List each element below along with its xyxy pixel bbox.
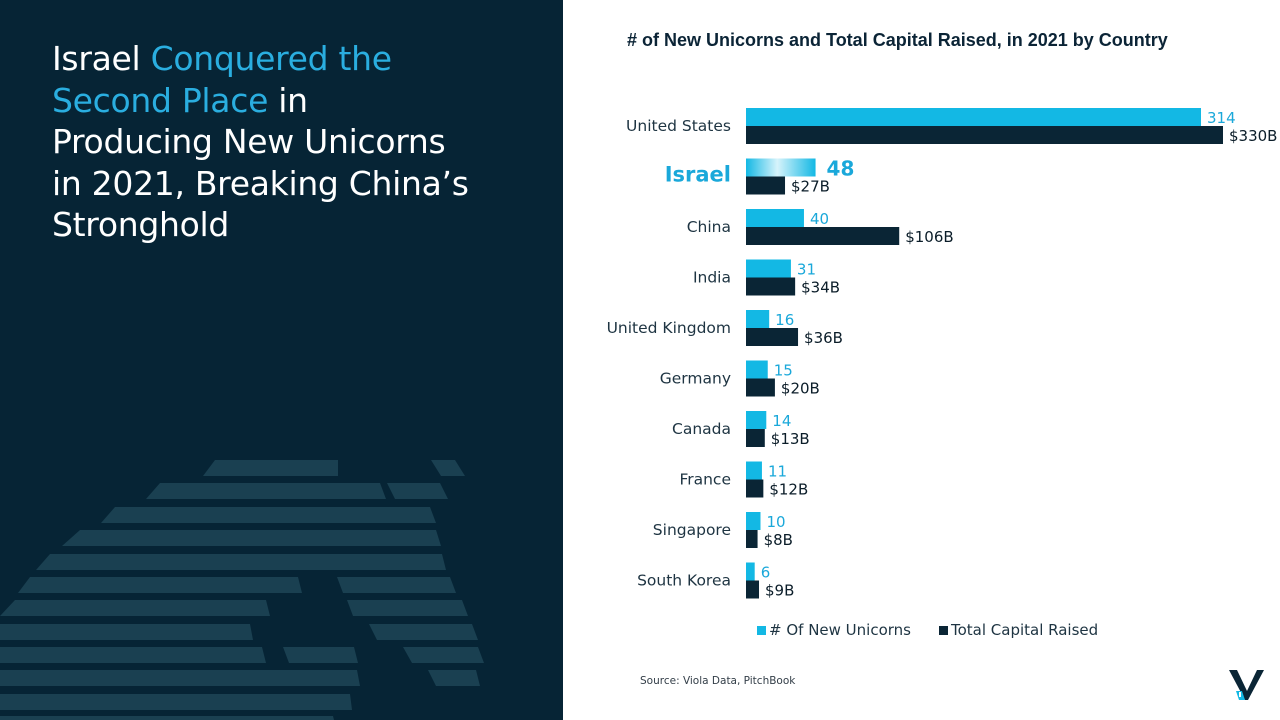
data-label-unicorns-united-states: 314 bbox=[1207, 109, 1236, 127]
category-label-india: India bbox=[693, 269, 731, 287]
data-label-capital-united-kingdom: $36B bbox=[804, 329, 843, 347]
category-label-israel: Israel bbox=[665, 163, 731, 187]
data-label-unicorns-germany: 15 bbox=[774, 362, 793, 380]
chart-legend: # Of New Unicorns Total Capital Raised bbox=[757, 621, 1098, 639]
bar-capital-china bbox=[746, 227, 900, 245]
bar-capital-canada bbox=[746, 429, 765, 447]
data-label-capital-singapore: $8B bbox=[764, 531, 793, 549]
bar-capital-france bbox=[746, 479, 764, 498]
data-label-unicorns-india: 31 bbox=[797, 261, 816, 279]
category-label-canada: Canada bbox=[672, 420, 731, 438]
data-label-unicorns-south-korea: 6 bbox=[761, 564, 771, 582]
category-label-singapore: Singapore bbox=[653, 521, 731, 539]
data-label-capital-china: $106B bbox=[905, 228, 953, 246]
title-accent: Conquered the Second Place bbox=[52, 39, 392, 120]
legend-label-capital: Total Capital Raised bbox=[950, 621, 1099, 639]
data-label-unicorns-france: 11 bbox=[768, 463, 787, 481]
legend-item-capital: Total Capital Raised bbox=[938, 621, 1099, 639]
bar-capital-india bbox=[746, 277, 796, 296]
bar-unicorns-canada bbox=[746, 411, 767, 429]
left-panel: Israel Conquered the Second Place in Pro… bbox=[0, 0, 563, 720]
bar-unicorns-united-kingdom bbox=[746, 310, 770, 328]
bar-capital-singapore bbox=[746, 530, 758, 548]
bar-capital-united-kingdom bbox=[746, 328, 799, 346]
category-label-germany: Germany bbox=[660, 370, 731, 388]
data-label-capital-israel: $27B bbox=[791, 178, 830, 196]
data-label-unicorns-israel: 48 bbox=[827, 157, 855, 181]
category-label-france: France bbox=[679, 471, 731, 489]
bar-capital-germany bbox=[746, 378, 775, 397]
data-label-unicorns-china: 40 bbox=[810, 210, 829, 228]
data-label-capital-france: $12B bbox=[769, 481, 808, 499]
bar-unicorns-france bbox=[746, 461, 762, 480]
data-label-unicorns-canada: 14 bbox=[772, 412, 791, 430]
bar-unicorns-united-states bbox=[746, 108, 1201, 126]
data-label-capital-united-states: $330B bbox=[1229, 127, 1277, 145]
data-label-unicorns-singapore: 10 bbox=[766, 513, 785, 531]
source-note: Source: Viola Data, PitchBook bbox=[640, 675, 796, 687]
legend-swatch-capital bbox=[938, 625, 948, 635]
category-label-united-kingdom: United Kingdom bbox=[607, 319, 731, 337]
bar-capital-south-korea bbox=[746, 580, 760, 599]
data-label-capital-india: $34B bbox=[801, 279, 840, 297]
bar-unicorns-india bbox=[746, 259, 791, 278]
title-part-1: Israel bbox=[52, 39, 151, 78]
chart-title: # of New Unicorns and Total Capital Rais… bbox=[627, 30, 1168, 50]
decorative-stripes bbox=[0, 460, 484, 720]
category-label-united-states: United States bbox=[626, 117, 731, 135]
legend-swatch-unicorns bbox=[757, 625, 766, 635]
bar-unicorns-israel bbox=[746, 158, 816, 177]
bar-capital-united-states bbox=[746, 126, 1223, 144]
viola-v-logo-icon bbox=[1229, 670, 1264, 700]
data-label-unicorns-united-kingdom: 16 bbox=[775, 311, 794, 329]
category-label-south-korea: South Korea bbox=[637, 572, 731, 590]
data-label-capital-south-korea: $9B bbox=[765, 582, 794, 600]
bar-unicorns-singapore bbox=[746, 512, 761, 530]
data-label-capital-germany: $20B bbox=[781, 380, 820, 398]
legend-item-unicorns: # Of New Unicorns bbox=[757, 621, 911, 639]
page-title: Israel Conquered the Second Place in Pro… bbox=[52, 38, 472, 246]
bar-unicorns-germany bbox=[746, 360, 768, 379]
bar-unicorns-south-korea bbox=[746, 562, 755, 581]
bar-capital-israel bbox=[746, 176, 786, 195]
bar-unicorns-china bbox=[746, 209, 804, 227]
title-part-2: in Producing New Unicorns in 2021, Break… bbox=[52, 80, 469, 245]
data-label-capital-canada: $13B bbox=[771, 430, 810, 448]
legend-label-unicorns: # Of New Unicorns bbox=[769, 621, 911, 639]
category-label-china: China bbox=[687, 218, 731, 236]
